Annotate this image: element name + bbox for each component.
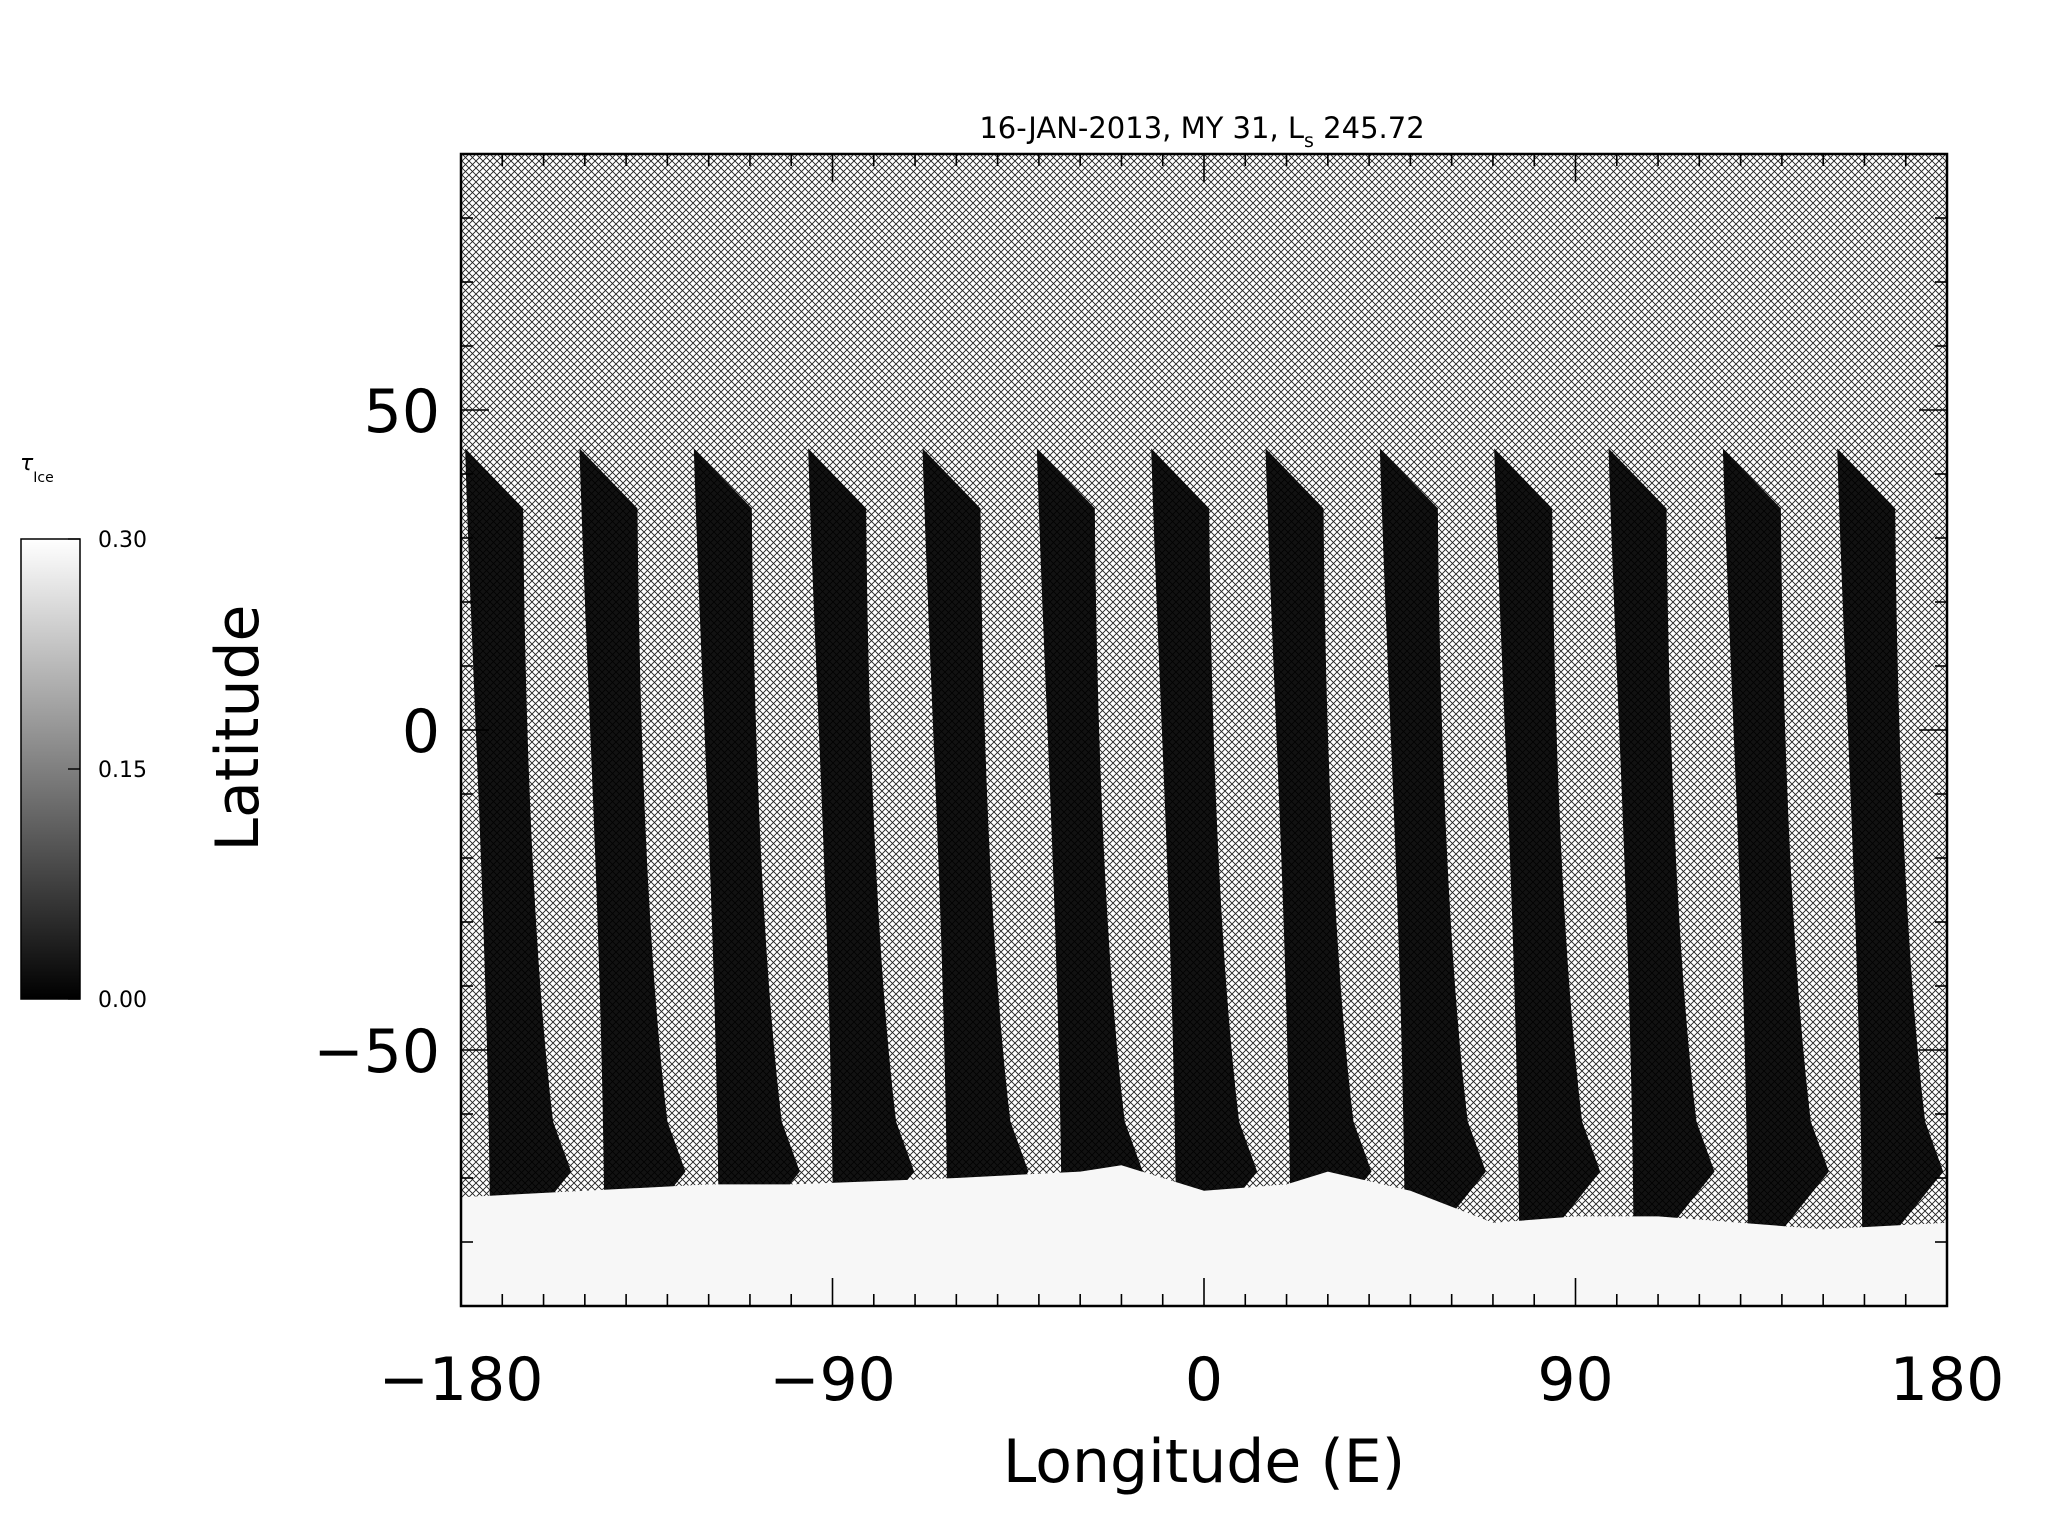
plot-frame <box>459 152 1949 1308</box>
swath <box>1151 448 1258 1230</box>
x-tick-label: 180 <box>1890 1345 2005 1415</box>
colorbar-label-subscript: Ice <box>33 470 53 486</box>
swath <box>808 448 915 1230</box>
colorbar: τIce 0.30 0.15 0.00 <box>20 451 147 1013</box>
title-subscript: s <box>1304 130 1314 152</box>
y-axis-label: Latitude <box>203 605 273 852</box>
y-tick-label: 50 <box>364 377 440 447</box>
swath <box>579 448 686 1230</box>
x-tick-label: −90 <box>769 1345 896 1415</box>
x-tick-label: 90 <box>1537 1345 1613 1415</box>
x-tick-label: 0 <box>1185 1345 1223 1415</box>
colorbar-tick-label: 0.30 <box>98 528 147 553</box>
swath <box>1265 448 1372 1230</box>
y-tick-label: 0 <box>402 697 440 767</box>
swath <box>693 448 800 1230</box>
swath <box>1379 448 1486 1230</box>
colorbar-ticks: 0.30 0.15 0.00 <box>68 528 147 1013</box>
x-tick-label: −180 <box>379 1345 544 1415</box>
x-tick-labels: −180 −90 0 90 180 <box>379 1345 2005 1415</box>
x-axis-label: Longitude (E) <box>1003 1427 1405 1497</box>
colorbar-label-main: τ <box>20 451 34 476</box>
swath <box>1608 448 1715 1230</box>
y-tick-labels: 50 0 −50 <box>313 377 440 1087</box>
swath-layer <box>351 448 2048 1230</box>
chart-title: 16-JAN-2013, MY 31, Ls 245.72 <box>979 111 1424 152</box>
colorbar-tick-label: 0.00 <box>98 988 147 1013</box>
title-value: 245.72 <box>1323 111 1424 145</box>
swath <box>465 448 572 1230</box>
polar-cap-layer <box>461 1165 1947 1306</box>
swath <box>1494 448 1601 1230</box>
tick-marks <box>460 153 1948 1307</box>
swath <box>1837 448 1944 1230</box>
swath <box>922 448 1029 1230</box>
swath <box>1036 448 1143 1230</box>
swath <box>1952 448 2048 1229</box>
swath <box>1722 448 1829 1230</box>
y-tick-label: −50 <box>313 1017 440 1087</box>
colorbar-label: τIce <box>20 451 54 486</box>
title-main: 16-JAN-2013, MY 31, L <box>979 111 1304 145</box>
colorbar-tick-label: 0.15 <box>98 758 147 783</box>
plot-area <box>351 152 2048 1308</box>
polar-cap <box>461 1165 1947 1306</box>
swath <box>351 448 457 1229</box>
